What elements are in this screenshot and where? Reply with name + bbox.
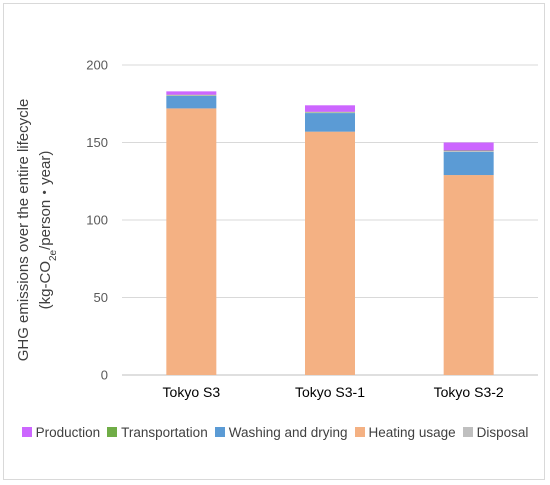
- legend-label: Heating usage: [368, 424, 456, 440]
- y-axis-label-suffix: /person・year): [37, 151, 54, 250]
- legend-item: Heating usage: [354, 424, 456, 440]
- legend-swatch: [21, 427, 32, 437]
- legend-label: Disposal: [476, 424, 529, 440]
- y-axis-label-sub: 2e: [48, 249, 59, 261]
- bars: [166, 91, 494, 376]
- legend-item: Transportation: [107, 425, 208, 440]
- bar-segment: [443, 142, 494, 151]
- legend-swatch: [354, 427, 365, 437]
- legend-swatch: [214, 427, 225, 437]
- x-category-label: Tokyo S3-2: [434, 384, 504, 400]
- bar-segment: [166, 95, 217, 96]
- legend-label: Washing and drying: [228, 424, 348, 440]
- legend-label: Production: [35, 424, 101, 440]
- y-tick-label: 0: [101, 368, 108, 383]
- y-tick-label: 100: [86, 213, 108, 228]
- bar-segment: [443, 151, 494, 176]
- y-axis-label-line1: GHG emissions over the entire lifecycle: [15, 99, 32, 362]
- legend-swatch: [107, 427, 118, 437]
- bar-segment: [166, 91, 217, 95]
- bar-segment: [443, 175, 494, 375]
- x-category-label: Tokyo S3: [163, 384, 221, 400]
- legend-item: Production: [21, 424, 101, 440]
- legend-item: Washing and drying: [214, 424, 348, 440]
- y-tick-label: 150: [86, 135, 108, 150]
- bar-segment: [305, 112, 355, 114]
- y-axis-label-prefix: (kg-CO: [37, 261, 54, 309]
- legend-item: Disposal: [462, 424, 529, 440]
- y-tick-label: 200: [86, 58, 108, 73]
- legend-label: Transportation: [121, 424, 208, 440]
- y-axis-label: GHG emissions over the entire lifecycle …: [15, 99, 59, 362]
- x-category-labels: Tokyo S3 Tokyo S3-1 Tokyo S3-2: [163, 384, 504, 400]
- y-tick-labels: 0 50 100 150 200: [86, 58, 108, 383]
- y-tick-label: 50: [94, 290, 108, 305]
- bar-segment: [166, 96, 217, 109]
- legend: Production Transportation Washing and dryi…: [0, 420, 550, 444]
- bar-segment: [443, 151, 494, 152]
- legend-swatch: [462, 427, 473, 437]
- bar-segment: [166, 108, 217, 376]
- bar-segment: [305, 113, 355, 132]
- bar-segment: [305, 131, 355, 375]
- bar-segment: [305, 105, 355, 112]
- y-axis-label-line2: (kg-CO2e/person・year): [37, 151, 59, 310]
- x-category-label: Tokyo S3-1: [295, 384, 365, 400]
